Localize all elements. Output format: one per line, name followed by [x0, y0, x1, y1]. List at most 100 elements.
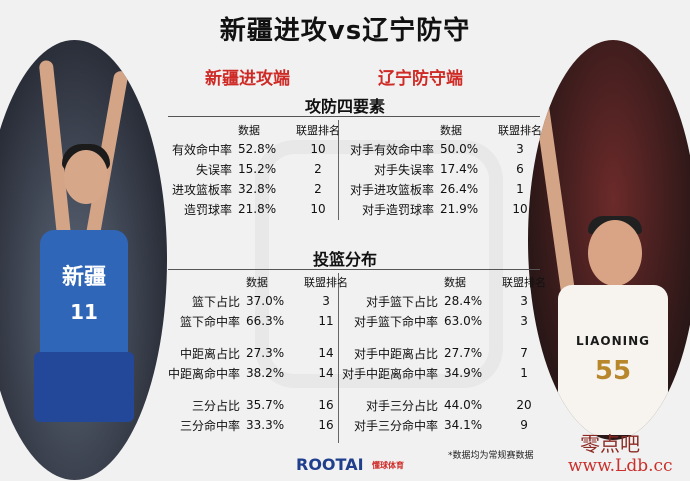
jersey-team-text: LIAONING — [576, 334, 650, 348]
table-row: 对手中距离占比 27.7% 7 — [342, 343, 546, 363]
stat-label: 对手篮下命中率 — [354, 314, 439, 329]
stat-rank: 2 — [314, 182, 322, 196]
stat-value: 38.2% — [246, 366, 285, 380]
column-separator — [338, 120, 339, 220]
xinjiang-player-photo: 新疆 11 — [0, 40, 167, 480]
page-title: 新疆进攻vs辽宁防守 — [219, 16, 471, 46]
table-row: 三分命中率 33.3% 16 — [168, 415, 348, 435]
column-header-rank: 联盟排名 — [498, 124, 542, 137]
stat-label: 对手中距离命中率 — [342, 366, 439, 381]
stat-rank: 10 — [310, 142, 326, 156]
stat-label: 对手失误率 — [373, 162, 434, 177]
jersey-team-text: 新疆 — [61, 265, 106, 290]
stat-label: 三分命中率 — [180, 418, 241, 433]
section-title-shot-distribution: 投篮分布 — [312, 250, 377, 269]
stat-rank: 14 — [318, 346, 334, 360]
table-row: 失误率 15.2% 2 — [168, 159, 340, 179]
stat-rank: 3 — [322, 294, 330, 308]
stat-rank: 16 — [318, 398, 334, 412]
table-row: 有效命中率 52.8% 10 — [168, 139, 340, 159]
stat-label: 对手中距离占比 — [354, 346, 439, 361]
stat-value: 34.1% — [444, 418, 483, 432]
stat-rank: 20 — [516, 398, 532, 412]
table-row: 造罚球率 21.8% 10 — [168, 199, 340, 219]
stat-value: 26.4% — [440, 182, 479, 196]
stat-label: 中距离命中率 — [168, 366, 241, 381]
player-shorts — [34, 352, 134, 422]
stat-rank: 7 — [520, 346, 528, 360]
stat-rank: 3 — [520, 294, 528, 308]
table-row: 对手三分命中率 34.1% 9 — [342, 415, 546, 435]
stat-value: 17.4% — [440, 162, 479, 176]
section-title-four-factors: 攻防四要素 — [304, 97, 385, 116]
stat-rank: 10 — [512, 202, 528, 216]
stat-label: 进攻篮板率 — [171, 182, 232, 197]
stat-label: 对手篮下占比 — [366, 294, 439, 309]
stat-value: 63.0% — [444, 314, 483, 328]
stat-label: 对手三分占比 — [366, 398, 439, 413]
stat-value: 33.3% — [246, 418, 285, 432]
column-header-rank: 联盟排名 — [296, 124, 340, 137]
stat-label: 对手有效命中率 — [349, 142, 434, 157]
four-factors-left-table: 数据 联盟排名 有效命中率 52.8% 10 失误率 15.2% 2 进攻篮板率… — [168, 121, 340, 219]
table-row: 对手中距离命中率 34.9% 1 — [342, 363, 546, 383]
table-row: 篮下占比 37.0% 3 — [168, 291, 348, 311]
four-factors-right-table: 数据 联盟排名 对手有效命中率 50.0% 3 对手失误率 17.4% 6 对手… — [342, 121, 542, 219]
stat-value: 28.4% — [444, 294, 483, 308]
stat-rank: 14 — [318, 366, 334, 380]
column-header-data: 数据 — [238, 124, 260, 137]
stat-rank: 16 — [318, 418, 334, 432]
column-header-data: 数据 — [246, 276, 269, 289]
stat-label: 篮下命中率 — [180, 314, 241, 329]
stat-value: 37.0% — [246, 294, 285, 308]
section-divider — [168, 269, 540, 270]
player-head — [588, 220, 642, 286]
stat-value: 27.7% — [444, 346, 483, 360]
table-row: 对手篮下占比 28.4% 3 — [342, 291, 546, 311]
jersey-number: 55 — [594, 356, 632, 386]
liaoning-player-photo: LIAONING 55 — [528, 40, 690, 440]
stat-label: 对手造罚球率 — [361, 202, 434, 217]
rootai-logo: ROOTAI — [296, 455, 364, 474]
stat-value: 44.0% — [444, 398, 483, 412]
stat-rank: 2 — [314, 162, 322, 176]
column-header-data: 数据 — [440, 124, 462, 137]
left-side-header: 新疆进攻端 — [205, 69, 290, 89]
stat-rank: 10 — [310, 202, 326, 216]
stat-value: 50.0% — [440, 142, 479, 156]
stat-value: 66.3% — [246, 314, 285, 328]
column-header-data: 数据 — [444, 276, 467, 289]
stat-label: 篮下占比 — [192, 294, 241, 309]
stat-value: 34.9% — [444, 366, 483, 380]
stat-label: 三分占比 — [192, 398, 241, 413]
table-row: 对手造罚球率 21.9% 10 — [342, 199, 542, 219]
table-row: 对手失误率 17.4% 6 — [342, 159, 542, 179]
table-row: 对手篮下命中率 63.0% 3 — [342, 311, 546, 331]
player-head — [64, 150, 108, 204]
stat-rank: 11 — [318, 314, 334, 328]
section-divider — [168, 116, 540, 117]
jersey-number: 11 — [70, 300, 98, 324]
background-emblem — [255, 140, 503, 388]
column-header-rank: 联盟排名 — [304, 276, 349, 289]
stat-value: 21.9% — [440, 202, 479, 216]
shot-distribution-right-table: 数据 联盟排名 对手篮下占比 28.4% 3 对手篮下命中率 63.0% 3 对… — [342, 273, 546, 435]
table-row: 进攻篮板率 32.8% 2 — [168, 179, 340, 199]
logo-subtitle: 懂球体育 — [372, 461, 404, 470]
stat-rank: 9 — [520, 418, 528, 432]
stat-label: 有效命中率 — [171, 142, 232, 157]
table-row: 中距离命中率 38.2% 14 — [168, 363, 348, 383]
stat-label: 对手进攻篮板率 — [349, 182, 434, 197]
liaoning-jersey: LIAONING 55 — [558, 285, 668, 435]
stat-rank: 3 — [516, 142, 524, 156]
stat-rank: 1 — [520, 366, 528, 380]
xinjiang-jersey: 新疆 11 — [40, 230, 128, 360]
stat-value: 27.3% — [246, 346, 285, 360]
stat-rank: 1 — [516, 182, 524, 196]
stat-value: 35.7% — [246, 398, 285, 412]
column-header-rank: 联盟排名 — [502, 276, 547, 289]
stat-label: 失误率 — [195, 162, 232, 177]
stat-value: 21.8% — [238, 202, 277, 216]
right-side-header: 辽宁防守端 — [378, 69, 463, 89]
watermark-text: 零点吧 — [580, 432, 640, 456]
